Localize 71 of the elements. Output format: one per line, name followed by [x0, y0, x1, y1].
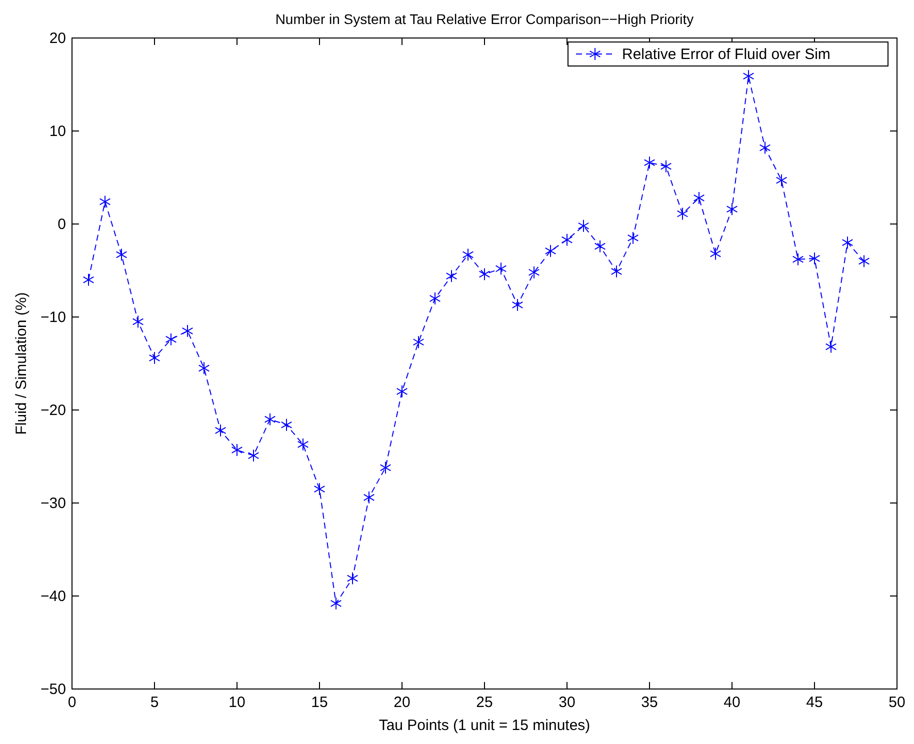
point	[248, 449, 260, 462]
y-tick-label: −20	[40, 402, 66, 419]
point	[99, 195, 111, 208]
point	[710, 247, 722, 260]
point	[446, 270, 458, 283]
x-tick-label: 20	[394, 694, 410, 711]
point	[462, 248, 474, 262]
point	[214, 424, 226, 437]
point	[297, 438, 309, 451]
point	[858, 254, 870, 268]
x-tick-label: 35	[641, 694, 658, 711]
x-tick-label: 50	[888, 694, 906, 711]
x-tick-label: 30	[558, 694, 576, 711]
point	[396, 384, 408, 398]
point	[759, 141, 771, 154]
point	[776, 174, 788, 187]
point	[148, 351, 160, 364]
point	[82, 273, 94, 286]
point	[380, 461, 392, 474]
point	[578, 219, 590, 232]
x-tick-label: 15	[311, 694, 328, 711]
y-tick-label: −50	[40, 681, 66, 698]
point	[528, 266, 540, 279]
x-tick-label: 5	[150, 694, 159, 711]
point	[627, 231, 639, 244]
point	[676, 207, 688, 220]
point	[412, 336, 424, 349]
point	[594, 240, 606, 253]
y-tick-label: 0	[58, 216, 66, 233]
point	[280, 418, 292, 432]
point	[512, 298, 524, 312]
x-tick-label: 40	[724, 694, 740, 711]
point	[561, 233, 573, 246]
point	[693, 191, 705, 204]
point	[198, 362, 210, 375]
point	[264, 412, 276, 426]
x-axis-title: Tau Points (1 unit = 15 minutes)	[378, 717, 590, 734]
point	[726, 202, 738, 216]
point	[495, 262, 507, 276]
point	[116, 248, 128, 262]
point	[346, 572, 358, 585]
point	[544, 244, 556, 258]
y-tick-label: −30	[40, 495, 66, 512]
point	[363, 490, 375, 504]
x-tick-label: 0	[68, 694, 76, 711]
point	[610, 264, 622, 278]
x-tick-label: 10	[228, 694, 246, 711]
y-tick-label: 10	[49, 123, 66, 140]
legend-label: Relative Error of Fluid over Sim	[622, 46, 830, 63]
y-tick-label: −40	[40, 588, 66, 605]
point	[792, 252, 804, 266]
chart-title: Number in System at Tau Relative Error Comparison−−High Priority	[275, 11, 694, 27]
point	[742, 70, 754, 83]
point	[825, 340, 837, 354]
point	[478, 268, 490, 281]
point	[314, 482, 326, 496]
point	[808, 252, 820, 265]
point	[644, 156, 656, 170]
y-tick-label: −10	[40, 309, 66, 326]
point	[132, 315, 144, 328]
y-tick-label: 20	[49, 30, 66, 47]
point	[330, 596, 342, 610]
point	[165, 332, 177, 346]
point	[842, 236, 854, 250]
point	[660, 160, 672, 173]
point	[429, 292, 441, 305]
point	[182, 324, 194, 338]
y-axis-title: Fluid / Simulation (%)	[13, 292, 30, 435]
x-tick-label: 25	[476, 694, 493, 711]
point	[231, 444, 243, 456]
x-tick-label: 45	[806, 694, 823, 711]
